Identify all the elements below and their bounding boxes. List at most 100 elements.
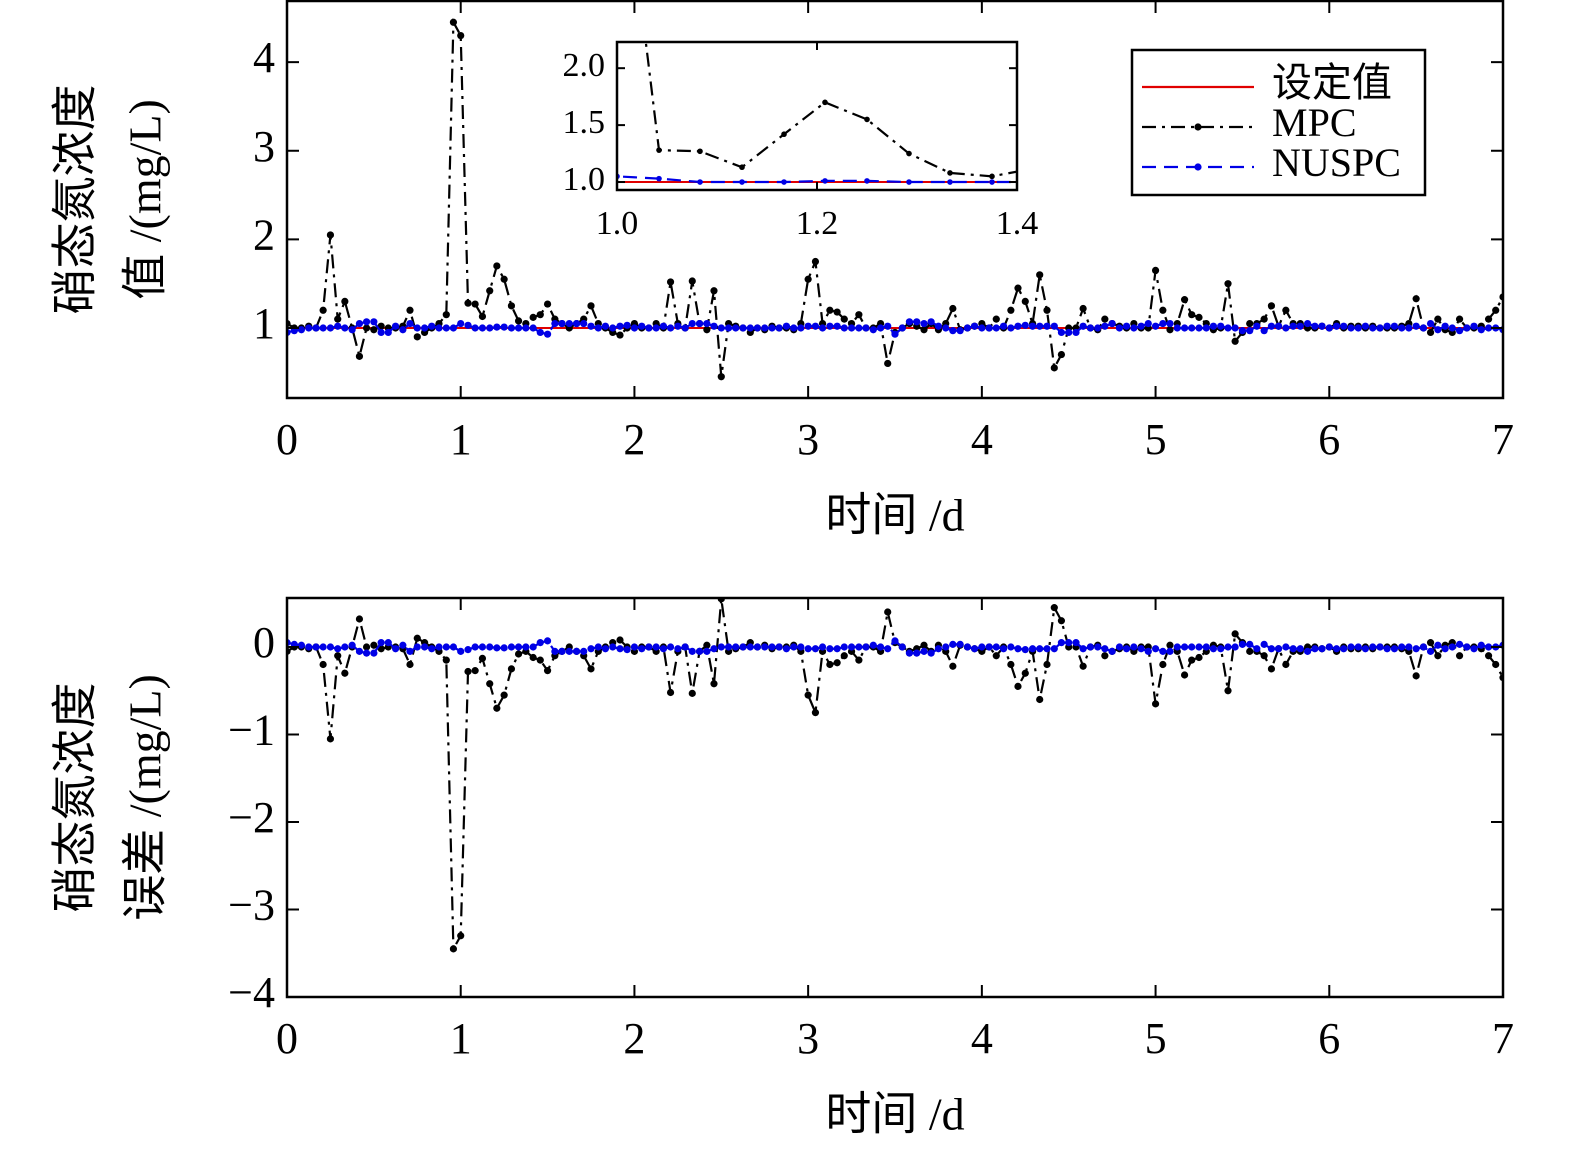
data-point [1426,319,1435,328]
plot-area [287,598,1503,953]
data-point [1188,311,1196,319]
data-point [1376,643,1384,651]
data-point [1114,148,1120,154]
data-point [1484,315,1493,323]
data-point [420,643,429,651]
data-point [322,156,328,162]
data-point [457,932,465,940]
x-tick-label: 7 [1492,1014,1514,1063]
data-point [666,688,675,697]
y-tick-label: 0 [253,618,275,667]
data-point [391,322,400,330]
data-point [536,656,544,664]
data-point [724,324,733,332]
data-point [1340,322,1348,330]
data-point [1332,322,1341,330]
legend-label: NUSPC [1272,140,1401,185]
data-point [1166,319,1174,328]
data-point [543,330,552,338]
data-point [370,326,378,334]
data-point [1492,660,1500,669]
data-point [1021,646,1029,654]
data-point [1151,266,1160,274]
data-point [724,643,733,651]
data-point [739,324,747,332]
data-point [978,324,986,332]
data-point [507,324,516,332]
data-point [652,324,660,332]
data-point [1369,324,1377,332]
data-point [1036,645,1044,653]
data-point [956,640,964,648]
data-point [811,257,820,266]
data-point [833,322,841,330]
data-point [1014,645,1022,653]
data-point [493,262,501,270]
data-point [847,643,856,651]
data-point [601,645,610,653]
data-point [811,709,820,717]
data-point [970,322,979,330]
x-tick-label: 0 [276,415,298,464]
data-point [1159,660,1167,669]
data-point [934,322,943,330]
data-point [739,164,745,171]
data-point [406,319,414,328]
data-point [855,656,863,664]
data-point [1434,315,1442,323]
data-point [531,179,537,185]
data-point [746,324,754,332]
data-point [1014,682,1022,690]
data-point [449,945,458,953]
data-point [1057,328,1066,337]
y-tick-label: 4 [253,33,275,82]
data-point [717,643,725,651]
data-point [710,680,718,688]
data-point [999,645,1008,653]
y-axis-label: 硝态氮浓度 [50,683,101,913]
y-tick-label: −3 [228,881,275,930]
data-point [319,306,327,314]
data-point [978,643,986,651]
data-point [645,643,653,651]
data-point [688,277,696,285]
data-point [319,324,327,332]
data-point [963,324,972,332]
data-point [514,650,523,658]
data-point [341,643,349,651]
data-point [478,654,487,662]
data-point [616,322,624,330]
legend-label: MPC [1272,100,1357,145]
data-point [695,647,704,655]
data-point [1130,643,1138,651]
data-point [543,300,552,308]
data-point [1484,324,1493,332]
data-point [305,643,313,651]
data-point [985,643,993,651]
data-point [1531,177,1537,183]
data-point [391,645,400,653]
data-point [781,131,787,138]
data-point [1253,322,1261,330]
data-point [1489,185,1495,191]
data-point [536,311,544,319]
data-point [1267,302,1276,310]
data-point [934,645,943,653]
data-point [949,327,957,335]
data-point [572,319,581,328]
data-point [1072,639,1080,647]
data-point [1332,645,1341,653]
data-point [1050,604,1058,612]
data-point [355,647,364,655]
data-point [312,643,320,651]
data-point [884,322,892,330]
data-point [920,647,928,655]
data-point [1347,643,1355,651]
data-point [869,326,877,334]
data-point [1267,665,1276,673]
data-point [989,173,995,180]
data-point [630,643,639,651]
data-point [500,323,508,331]
data-point [1007,306,1015,314]
